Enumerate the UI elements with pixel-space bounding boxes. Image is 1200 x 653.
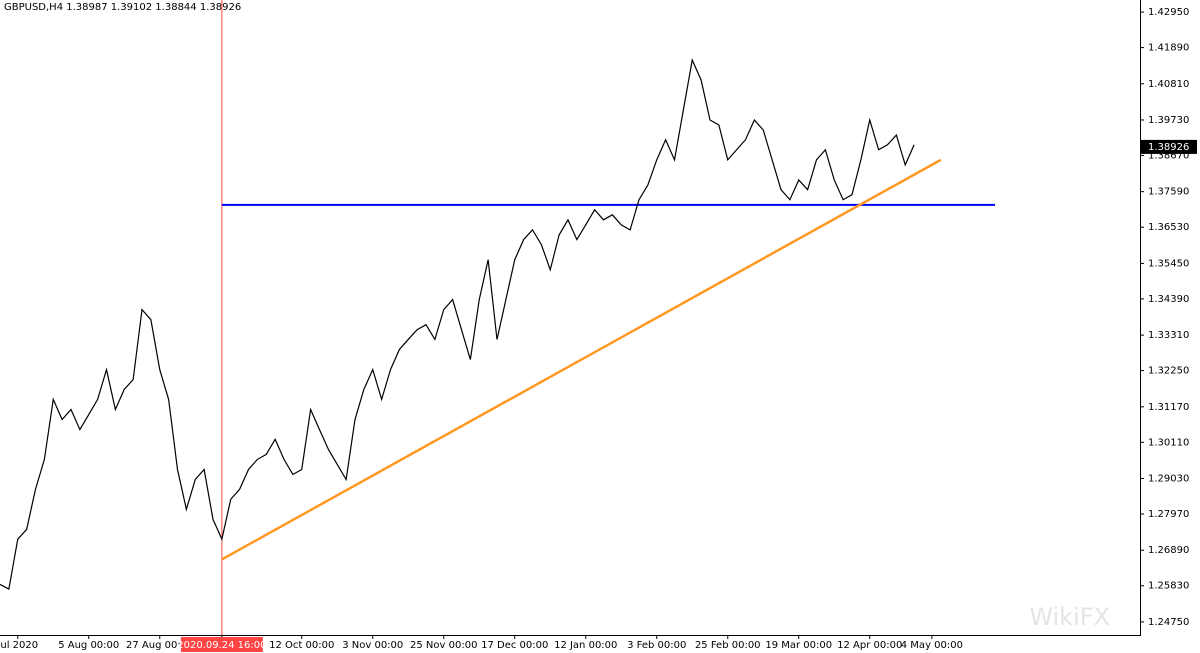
x-tick-label: 3 Nov 00:00: [342, 640, 403, 651]
x-tick-label: 12 Oct 00:00: [269, 640, 334, 651]
x-tick-label: 5 Aug 00:00: [58, 640, 119, 651]
y-tick-label: 1.37590: [1148, 187, 1189, 198]
y-tick-label: 1.25830: [1148, 581, 1189, 592]
y-tick-label: 1.33310: [1148, 330, 1189, 341]
x-tick-label: 12 Apr 00:00: [837, 640, 902, 651]
watermark: WikiFX: [1029, 603, 1110, 631]
price-line: [0, 57, 915, 591]
x-tick-label: 19 Mar 00:00: [765, 640, 832, 651]
x-tick-label: 12 Jan 00:00: [554, 640, 617, 651]
y-tick-label: 1.40810: [1148, 79, 1189, 90]
y-tick-label: 1.32250: [1148, 366, 1189, 377]
y-tick-label: 1.30110: [1148, 437, 1189, 448]
y-tick-label: 1.29030: [1148, 474, 1189, 485]
x-tick-label: 27 Aug 00:00: [126, 640, 193, 651]
x-tick-label: 2020.09.24 16:00: [177, 640, 266, 651]
x-tick-label: Jul 2020: [0, 640, 38, 651]
x-tick-label: 4 May 00:00: [901, 640, 963, 651]
x-tick-label: 25 Nov 00:00: [410, 640, 477, 651]
y-tick-label: 1.27970: [1148, 509, 1189, 520]
y-tick-label: 1.39730: [1148, 115, 1189, 126]
y-tick-label: 1.24750: [1148, 617, 1189, 628]
y-tick-label: 1.41890: [1148, 43, 1189, 54]
y-tick-label: 1.38670: [1148, 150, 1189, 161]
x-label-highlight: [180, 637, 263, 652]
x-tick-label: 17 Dec 00:00: [481, 640, 548, 651]
x-tick-label: 3 Feb 00:00: [627, 640, 686, 651]
y-tick-label: 1.35450: [1148, 258, 1189, 269]
x-tick-label: 25 Feb 00:00: [695, 640, 761, 651]
y-tick-label: 1.42950: [1148, 7, 1189, 18]
y-tick-label: 1.36530: [1148, 222, 1189, 233]
chart-title: GBPUSD,H4 1.38987 1.39102 1.38844 1.3892…: [4, 2, 241, 13]
y-tick-label: 1.34390: [1148, 294, 1189, 305]
y-tick-label: 1.26890: [1148, 545, 1189, 556]
trendline: [221, 158, 942, 561]
current-price-box: [1141, 139, 1197, 154]
y-tick-label: 1.31170: [1148, 402, 1189, 413]
current-price-label: 1.38926: [1148, 142, 1189, 153]
